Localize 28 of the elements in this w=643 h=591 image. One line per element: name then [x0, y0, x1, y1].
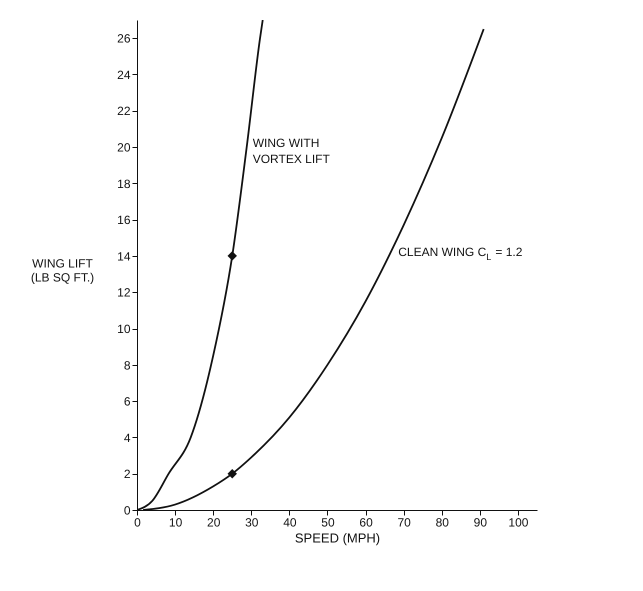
y-tick-label: 10 [117, 322, 131, 336]
y-tick-label: 2 [124, 467, 131, 482]
y-tick-label: 24 [117, 68, 131, 82]
x-axis-title: SPEED (MPH) [294, 530, 380, 546]
y-tick-label: 8 [124, 358, 131, 372]
x-tick-label: 20 [207, 516, 221, 530]
y-tick-label: 18 [117, 176, 131, 191]
x-tick-label: 100 [508, 516, 529, 530]
x-tick-label: 40 [283, 516, 297, 530]
y-tick-label: 6 [124, 394, 131, 409]
y-tick-label: 22 [117, 104, 131, 118]
x-tick-label: 60 [359, 516, 374, 530]
annotation: WING WITH VORTEX LIFT [252, 136, 331, 166]
x-tick-label: 10 [168, 516, 183, 530]
y-axis-title: WING LIFT (LB SQ FT.) [30, 256, 94, 284]
y-tick-label: 4 [124, 430, 131, 445]
x-tick-label: 50 [321, 516, 335, 530]
y-tick-label: 14 [117, 249, 131, 264]
y-tick-label: 0 [124, 504, 131, 518]
y-tick-label: 20 [117, 140, 131, 155]
x-tick-label: 0 [134, 516, 142, 530]
y-tick-label: 16 [117, 213, 131, 228]
x-tick-label: 90 [474, 516, 488, 530]
x-tick-label: 30 [245, 516, 259, 530]
y-tick-label: 12 [117, 286, 131, 300]
x-tick-label: 70 [397, 516, 412, 530]
y-tick-label: 26 [117, 32, 131, 46]
x-tick-label: 80 [436, 516, 450, 530]
